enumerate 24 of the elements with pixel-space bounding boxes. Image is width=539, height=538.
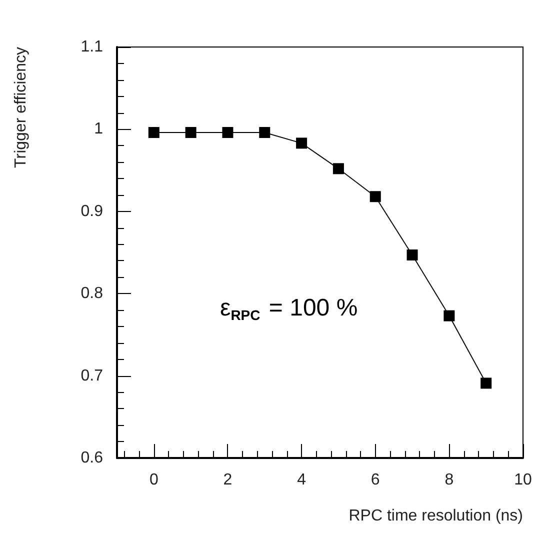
point — [296, 138, 308, 149]
point — [370, 191, 381, 202]
y-tick-label: 0.9 — [80, 202, 104, 220]
x-axis-title: RPC time resolution (ns) — [348, 508, 523, 524]
point — [259, 126, 270, 138]
point — [185, 126, 196, 138]
point — [480, 378, 492, 389]
x-tick-label: 8 — [444, 472, 454, 488]
point — [222, 126, 234, 138]
y-tick-label: 0.8 — [80, 285, 104, 302]
y-tick-label: 1.1 — [80, 38, 104, 56]
x-tick-label: 0 — [149, 472, 158, 488]
y-tick-label: 0.7 — [80, 367, 104, 384]
x-tick-label: 6 — [370, 472, 380, 488]
y-tick-label: 1 — [94, 120, 104, 138]
point — [148, 126, 160, 138]
x-tick-label: 10 — [514, 472, 532, 488]
x-tick-label: 4 — [297, 472, 306, 488]
point — [332, 163, 344, 174]
point — [444, 310, 455, 322]
y-axis-title: Trigger efficiency — [12, 47, 30, 168]
y-tick-label: 0.6 — [80, 450, 104, 466]
x-tick-label: 2 — [223, 472, 232, 488]
point — [406, 249, 418, 260]
